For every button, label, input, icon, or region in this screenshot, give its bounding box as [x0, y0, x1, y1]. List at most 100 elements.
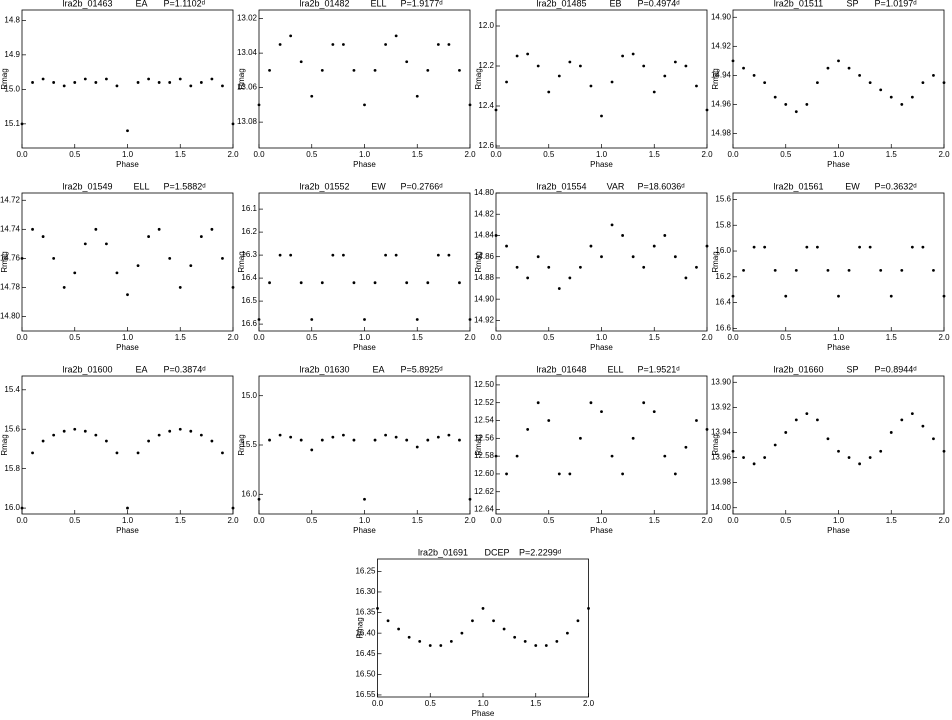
data-point — [494, 454, 498, 458]
x-tick-label: 2.0 — [464, 150, 476, 159]
x-tick-label: 2.0 — [701, 516, 713, 525]
x-tick-label: 1.5 — [175, 150, 187, 159]
data-point — [536, 401, 540, 405]
x-tick-label: 1.0 — [833, 150, 845, 159]
data-point — [157, 433, 161, 437]
period-label: P=1.0197ᵈ — [875, 0, 918, 8]
x-tick-label: 2.0 — [938, 333, 950, 342]
x-tick-label: 1.5 — [175, 516, 187, 525]
y-axis-label: Rmag — [711, 251, 720, 272]
x-tick-label: 2.0 — [227, 516, 239, 525]
y-tick-label: 14.96 — [711, 100, 732, 109]
period-label: P=1.9177ᵈ — [401, 0, 444, 8]
data-point — [168, 81, 172, 84]
data-point — [415, 318, 419, 321]
data-point — [147, 439, 151, 443]
data-point — [773, 268, 777, 272]
x-tick-label: 0.5 — [69, 516, 81, 525]
data-point — [858, 73, 861, 77]
panel: lra2b_01482 ELL P=1.9177ᵈ Phase Rmag 0.0 0.5 1.… — [237, 0, 476, 169]
data-point — [642, 64, 646, 68]
data-point — [621, 234, 624, 237]
data-point — [105, 439, 108, 443]
y-tick-label: 15.6 — [715, 195, 731, 204]
data-point — [373, 438, 377, 442]
data-point — [310, 94, 314, 98]
data-point — [426, 68, 430, 72]
panel-title: lra2b_01482 — [299, 0, 349, 8]
x-tick-label: 0.0 — [727, 516, 739, 525]
data-point — [62, 429, 66, 433]
data-point — [468, 318, 472, 321]
data-point — [94, 433, 98, 437]
x-axis-label: Phase — [116, 343, 139, 352]
data-point — [373, 281, 377, 285]
plot-frame — [495, 192, 708, 332]
y-tick-label: 16.3 — [241, 250, 257, 259]
data-point — [879, 88, 883, 92]
data-point — [199, 433, 203, 437]
period-label: P=1.1102ᵈ — [164, 0, 206, 8]
data-point — [837, 449, 840, 453]
y-tick-label: 14.78 — [0, 283, 21, 292]
x-tick-label: 0.0 — [253, 516, 265, 525]
data-point — [257, 318, 261, 321]
data-point — [794, 418, 798, 422]
y-tick-label: 14.86 — [474, 252, 495, 261]
data-point — [900, 418, 904, 422]
plot-frame — [732, 375, 945, 515]
data-point — [826, 268, 830, 272]
data-point — [405, 438, 409, 442]
panel: lra2b_01485 EB P=0.4974ᵈ Phase Rmag 0.0 0.5 1.0… — [474, 0, 713, 169]
y-tick-label: 14.9 — [4, 50, 20, 59]
data-point — [320, 438, 324, 442]
panel-title: lra2b_01600 — [62, 364, 112, 374]
data-point — [879, 449, 883, 453]
data-point — [652, 90, 656, 94]
data-point — [83, 242, 87, 246]
data-point — [352, 68, 356, 72]
class-label: ELL — [133, 181, 149, 191]
data-point — [115, 271, 119, 275]
y-tick-label: 16.40 — [355, 628, 376, 637]
x-tick-label: 1.5 — [412, 150, 424, 159]
class-label: DCEP — [484, 547, 509, 557]
data-point — [589, 401, 593, 405]
panel-title: lra2b_01630 — [299, 364, 349, 374]
panel: lra2b_01511 SP P=1.0197ᵈ Phase Rmag 0.0 0.5 1.0… — [711, 0, 950, 169]
data-point — [805, 103, 809, 106]
data-point — [502, 627, 506, 631]
data-point — [773, 95, 777, 99]
data-point — [52, 433, 56, 437]
data-point — [199, 235, 203, 238]
data-point — [126, 506, 129, 510]
data-point — [695, 84, 698, 88]
x-tick-label: 0.0 — [253, 150, 265, 159]
data-point — [189, 429, 193, 433]
plot-frame — [258, 375, 471, 515]
y-tick-label: 16.50 — [355, 669, 376, 678]
x-tick-label: 1.5 — [412, 333, 424, 342]
data-point — [415, 445, 419, 449]
data-point — [384, 433, 387, 437]
y-tick-label: 12.0 — [478, 21, 494, 30]
y-tick-label: 15.1 — [4, 119, 20, 128]
data-point — [536, 255, 540, 259]
data-point — [534, 644, 538, 647]
data-point — [742, 456, 745, 459]
x-tick-label: 1.0 — [359, 333, 371, 342]
data-point — [126, 293, 129, 297]
data-point — [652, 244, 656, 248]
data-point — [526, 276, 530, 280]
data-point — [210, 77, 214, 81]
x-tick-label: 1.5 — [886, 333, 898, 342]
data-point — [460, 631, 464, 635]
y-tick-label: 12.64 — [474, 505, 495, 514]
data-point — [199, 81, 203, 84]
data-point — [189, 84, 193, 88]
data-point — [299, 281, 303, 285]
data-point — [900, 103, 904, 106]
panel-title: lra2b_01549 — [62, 181, 112, 191]
data-point — [373, 68, 377, 72]
y-tick-label: 15.5 — [241, 440, 257, 449]
